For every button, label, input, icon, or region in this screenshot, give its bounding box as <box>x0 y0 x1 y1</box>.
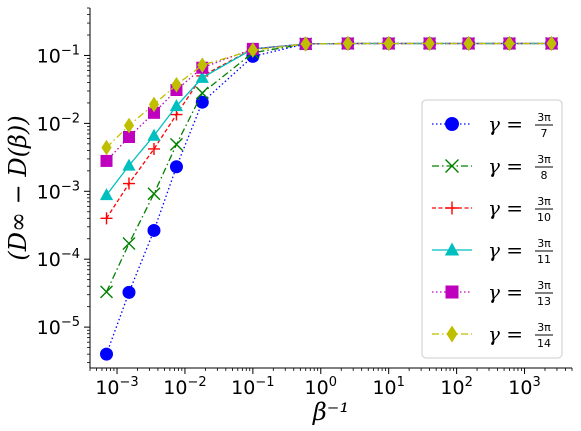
data-point <box>463 35 474 52</box>
data-point <box>424 35 435 52</box>
y-tick-label: 10−2 <box>37 111 80 135</box>
data-point <box>122 237 136 251</box>
legend-entry: γ = 3π 7 <box>432 111 553 140</box>
legend-label: γ = <box>488 322 523 346</box>
data-point <box>147 187 161 201</box>
data-point <box>148 96 160 113</box>
data-point <box>100 212 113 225</box>
y-tick-label: 10−1 <box>37 43 80 67</box>
data-point <box>342 35 353 52</box>
legend-entry: γ = 3π 13 <box>432 279 553 308</box>
data-point <box>147 142 160 155</box>
data-point <box>99 188 114 201</box>
legend-denominator: 11 <box>537 253 551 266</box>
legend-numerator: 3π <box>537 279 551 292</box>
legend-label: γ = <box>488 112 523 136</box>
legend-numerator: 3π <box>537 111 551 124</box>
legend-label: γ = <box>488 154 523 178</box>
data-point <box>383 35 394 52</box>
data-point <box>122 131 135 144</box>
y-tick-label: 10−5 <box>37 315 80 339</box>
data-point <box>195 70 209 83</box>
legend-numerator: 3π <box>537 321 551 334</box>
data-point <box>147 223 161 237</box>
legend-marker <box>445 201 459 215</box>
data-point <box>100 154 113 167</box>
x-tick-label: 100 <box>305 375 337 399</box>
data-point <box>171 76 182 93</box>
y-tick-label: 10−3 <box>37 179 80 203</box>
legend-numerator: 3π <box>537 153 551 166</box>
legend-denominator: 7 <box>541 127 548 140</box>
legend-label: γ = <box>488 280 523 304</box>
data-point <box>197 57 208 73</box>
legend-entry: γ = 3π 10 <box>432 195 553 224</box>
y-axis-label: (D∞ − D(β)) <box>4 115 32 260</box>
data-point <box>122 158 136 171</box>
data-point <box>122 285 136 299</box>
data-point <box>100 285 114 299</box>
data-point <box>147 128 161 141</box>
y-tick-label: 10−4 <box>37 247 80 271</box>
x-tick-label: 101 <box>372 375 404 399</box>
legend-denominator: 10 <box>537 211 551 224</box>
data-point <box>123 117 135 134</box>
legend-denominator: 8 <box>541 169 548 182</box>
data-point <box>169 160 183 174</box>
series-14 <box>101 35 557 156</box>
data-point <box>169 137 183 151</box>
legend-label: γ = <box>488 238 523 262</box>
legend-denominator: 14 <box>537 337 551 350</box>
x-tick-label: 10−1 <box>231 375 274 399</box>
x-tick-label: 103 <box>508 375 540 399</box>
legend-entry: γ = 3π 8 <box>432 153 553 182</box>
legend-numerator: 3π <box>537 195 551 208</box>
legend-marker <box>445 159 459 173</box>
legend-label: γ = <box>488 196 523 220</box>
legend-entry: γ = 3π 11 <box>432 237 553 266</box>
data-point <box>247 42 258 58</box>
x-tick-label: 10−2 <box>163 375 206 399</box>
x-tick-label: 102 <box>440 375 472 399</box>
x-tick-label: 10−3 <box>95 375 138 399</box>
data-point <box>100 347 114 361</box>
legend-numerator: 3π <box>537 237 551 250</box>
data-point <box>195 86 209 100</box>
data-point <box>504 35 515 52</box>
legend-marker <box>446 325 458 343</box>
legend-marker <box>445 117 459 131</box>
data-point <box>169 99 184 112</box>
data-point <box>300 36 311 52</box>
legend-denominator: 13 <box>537 295 551 308</box>
x-axis-label: β⁻¹ <box>312 398 349 426</box>
data-point <box>122 177 135 190</box>
legend-entry: γ = 3π 14 <box>432 321 553 350</box>
legend-marker <box>445 285 459 299</box>
data-point <box>546 35 557 52</box>
legend-marker <box>444 242 460 256</box>
data-point <box>101 139 112 156</box>
data-point <box>147 106 160 119</box>
